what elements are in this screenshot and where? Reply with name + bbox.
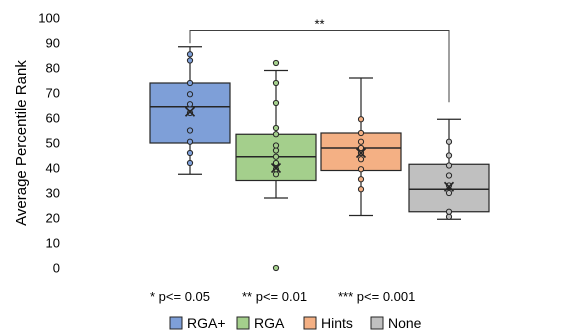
legend-label-hints: Hints bbox=[321, 315, 353, 331]
data-point bbox=[272, 159, 280, 167]
y-tick-label: 100 bbox=[38, 11, 60, 26]
data-point bbox=[186, 51, 194, 58]
data-point bbox=[186, 57, 194, 64]
y-tick-label: 60 bbox=[46, 111, 60, 126]
data-point bbox=[445, 172, 453, 179]
y-tick-label: 30 bbox=[46, 186, 60, 201]
significance-note-3: *** p<= 0.001 bbox=[338, 289, 415, 304]
data-point bbox=[445, 189, 453, 197]
data-point bbox=[445, 208, 453, 215]
legend-swatch-rga- bbox=[169, 316, 183, 330]
data-point bbox=[272, 131, 280, 138]
significance-bracket-label: ** bbox=[314, 17, 324, 32]
y-tick-label: 20 bbox=[46, 211, 60, 226]
data-point bbox=[272, 79, 280, 87]
data-point bbox=[186, 101, 194, 108]
data-point bbox=[186, 149, 194, 157]
data-point bbox=[357, 156, 365, 163]
legend-swatch-none bbox=[370, 316, 384, 330]
box-series-group bbox=[149, 46, 490, 272]
mean-marker bbox=[443, 181, 455, 192]
y-tick-label: 80 bbox=[46, 61, 60, 76]
mean-marker bbox=[270, 162, 282, 174]
data-point bbox=[357, 116, 365, 123]
data-point bbox=[445, 213, 453, 220]
y-tick-label: 50 bbox=[46, 136, 60, 151]
data-point bbox=[186, 138, 194, 145]
legend-label-none: None bbox=[388, 315, 422, 331]
box-group-rga bbox=[235, 59, 317, 272]
data-point bbox=[272, 153, 280, 160]
y-tick-label: 40 bbox=[46, 161, 60, 176]
legend-swatch-rga bbox=[236, 316, 250, 330]
box-group-none bbox=[408, 118, 490, 220]
box-group-rga- bbox=[149, 46, 231, 175]
y-tick-label: 90 bbox=[46, 36, 60, 51]
data-point bbox=[272, 99, 280, 107]
significance-note-2: ** p<= 0.01 bbox=[242, 289, 307, 304]
y-tick-label: 70 bbox=[46, 86, 60, 101]
legend-label-rga-: RGA+ bbox=[187, 315, 226, 331]
y-axis: 0 10 20 30 40 50 60 70 80 90 100 bbox=[38, 11, 60, 276]
data-point bbox=[357, 186, 365, 193]
data-point bbox=[186, 109, 194, 117]
legend-swatch-hints bbox=[303, 316, 317, 330]
data-point bbox=[272, 147, 280, 154]
outlier-point bbox=[272, 264, 280, 272]
data-point bbox=[272, 171, 280, 178]
data-point bbox=[357, 166, 365, 173]
mean-marker bbox=[355, 147, 367, 159]
data-point bbox=[186, 127, 194, 134]
y-tick-label: 10 bbox=[46, 236, 60, 251]
mean-marker bbox=[184, 106, 196, 117]
data-point bbox=[272, 166, 280, 173]
data-point bbox=[357, 176, 365, 183]
box-group-hints bbox=[320, 77, 402, 217]
data-point bbox=[272, 124, 280, 132]
data-point bbox=[357, 129, 365, 137]
significance-bracket-line bbox=[189, 30, 450, 103]
data-point bbox=[272, 59, 280, 67]
legend: RGA+ RGA Hints None bbox=[169, 315, 422, 331]
data-point bbox=[186, 79, 194, 87]
data-point bbox=[357, 144, 365, 152]
data-point bbox=[357, 138, 365, 145]
y-axis-title: Average Percentile Rank bbox=[13, 60, 30, 226]
significance-note-1: * p<= 0.05 bbox=[150, 289, 210, 304]
legend-label-rga: RGA bbox=[254, 315, 285, 331]
data-point bbox=[186, 159, 194, 167]
significance-notes: * p<= 0.05 ** p<= 0.01 *** p<= 0.001 bbox=[150, 289, 415, 304]
data-point bbox=[445, 182, 453, 189]
data-point bbox=[445, 162, 453, 169]
data-point bbox=[272, 142, 280, 149]
data-point bbox=[445, 138, 453, 145]
data-point bbox=[186, 91, 194, 98]
data-point bbox=[445, 152, 453, 159]
y-tick-label: 0 bbox=[53, 261, 60, 276]
significance-bracket: ** bbox=[189, 17, 450, 103]
